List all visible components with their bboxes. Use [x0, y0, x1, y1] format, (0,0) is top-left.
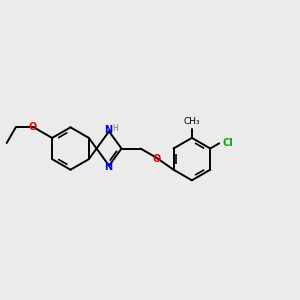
Text: O: O [28, 122, 36, 132]
Text: N: N [104, 162, 112, 172]
Text: Cl: Cl [223, 138, 233, 148]
Text: H: H [112, 124, 118, 133]
Text: CH₃: CH₃ [184, 116, 200, 125]
Text: O: O [152, 154, 160, 164]
Text: N: N [104, 125, 112, 135]
